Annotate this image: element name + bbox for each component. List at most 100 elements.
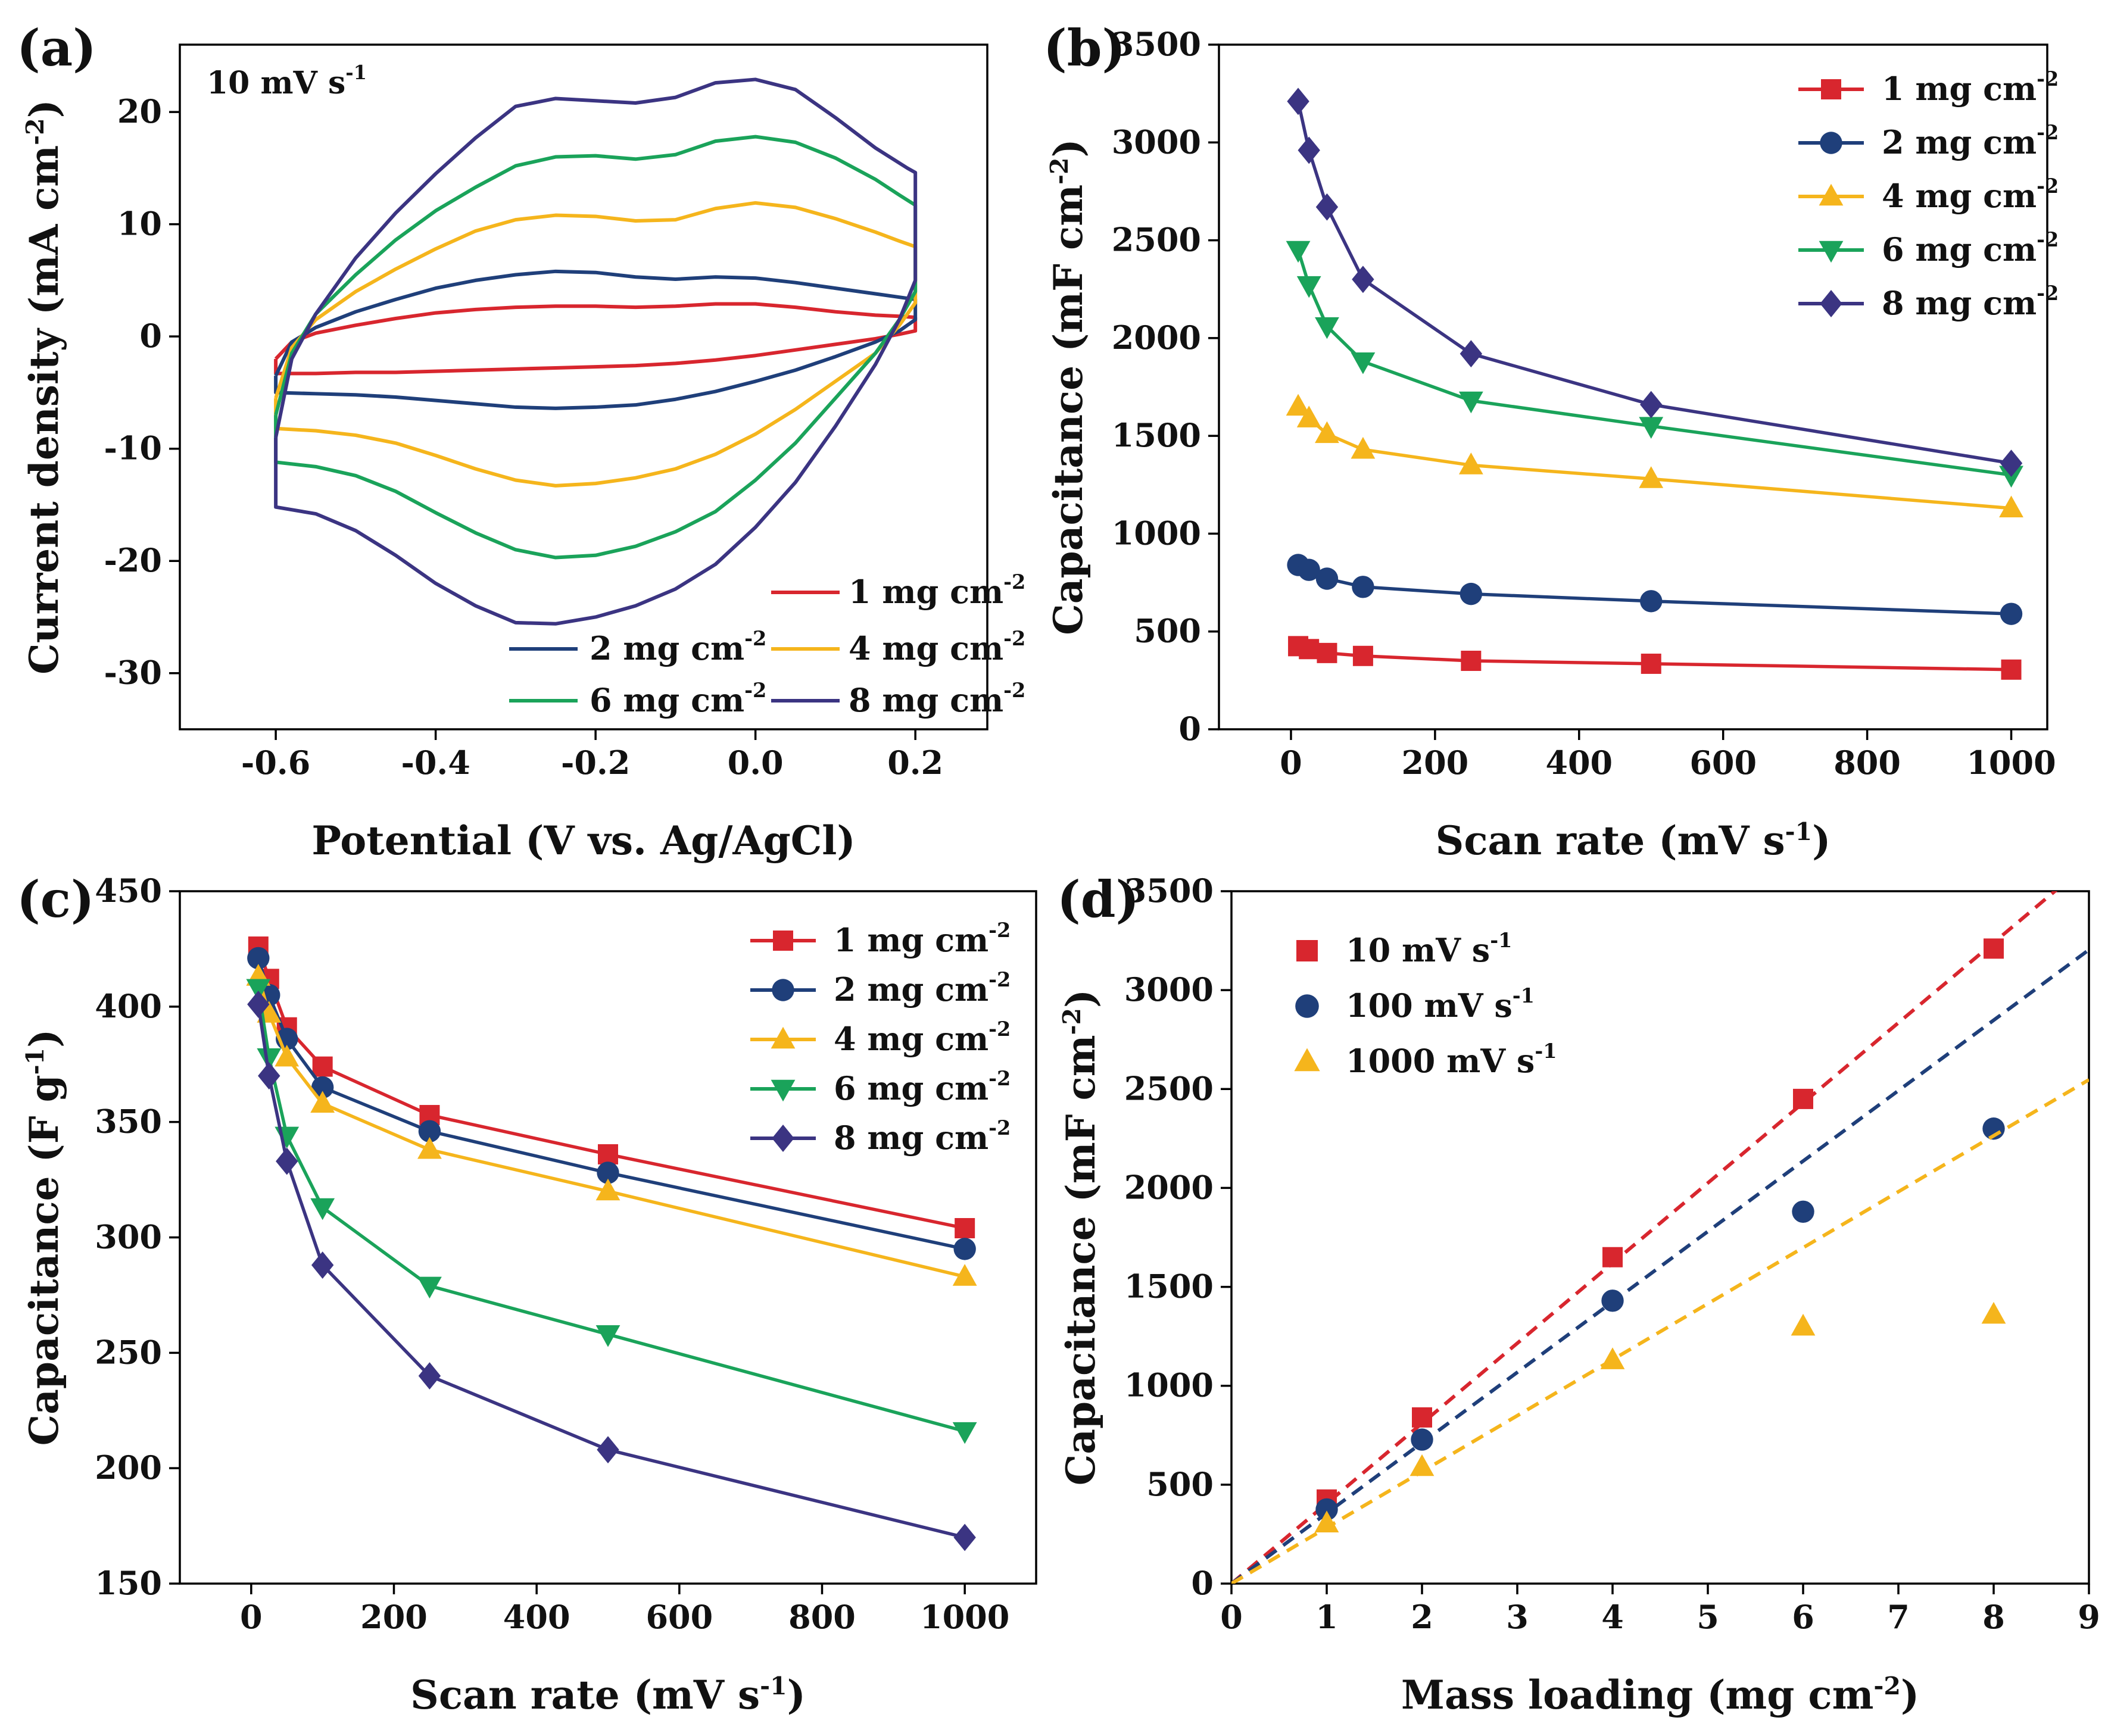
- y-tick-label: 300: [95, 1218, 162, 1256]
- legend-label: 2 mg cm-2: [1882, 121, 2059, 161]
- legend-marker: [771, 1079, 796, 1102]
- label-text: 10 mV s: [207, 65, 345, 101]
- label-text: 1 mg cm: [834, 921, 988, 959]
- data-point: [258, 1062, 280, 1090]
- data-point: [1298, 558, 1320, 581]
- data-point: [1315, 421, 1339, 444]
- legend-label: 1 mg cm-2: [1882, 67, 2059, 108]
- label-superscript: -2: [988, 919, 1011, 942]
- data-point: [1641, 653, 1661, 674]
- y-tick-label: 1000: [1112, 514, 1201, 552]
- x-tick-label: 1: [1315, 1598, 1338, 1636]
- panel-label: (c): [17, 870, 95, 929]
- x-tick-label: 1000: [1966, 744, 2056, 782]
- panel-d-mass-loading: (d) 0 1 2 3 4 5 6 7 8 9 0 500 1000 1500 2000 2500 3000 350…: [1057, 870, 2100, 1718]
- label-text: 2 mg cm: [834, 970, 988, 1008]
- data-point: [247, 947, 270, 970]
- panel-label: (d): [1057, 870, 1139, 929]
- y-tick-label: 200: [95, 1448, 162, 1487]
- y-tick-label: 2500: [1124, 1069, 1214, 1107]
- data-point: [952, 1264, 977, 1286]
- legend-marker: [773, 931, 793, 951]
- label-superscript: -2: [2037, 174, 2059, 198]
- data-point: [1352, 645, 1373, 666]
- data-point: [953, 1238, 976, 1260]
- label-tail: ): [1901, 1672, 1919, 1718]
- data-point: [1315, 1498, 1338, 1521]
- data-point: [418, 1362, 441, 1390]
- legend-label: 8 mg cm-2: [849, 679, 1025, 719]
- legend-marker: [772, 1125, 794, 1152]
- label-superscript: -1: [345, 61, 367, 84]
- legend: 1 mg cm-22 mg cm-24 mg cm-26 mg cm-28 mg…: [750, 919, 1011, 1157]
- plot-area: [274, 77, 918, 626]
- label-text: 2 mg cm: [590, 629, 744, 667]
- data-point: [1299, 639, 1320, 660]
- legend-marker: [771, 1026, 796, 1049]
- data-point: [2000, 449, 2023, 477]
- y-tick-label: 0: [1191, 1564, 1214, 1602]
- legend-label: 100 mV s-1: [1346, 984, 1535, 1025]
- data-point: [1298, 136, 1320, 164]
- legend-label: 1 mg cm-2: [834, 919, 1011, 959]
- label-text: 1 mg cm: [1882, 70, 2037, 108]
- label-superscript: -2: [1003, 570, 1025, 594]
- data-point: [1315, 193, 1339, 221]
- plot-frame: [1230, 890, 2090, 1585]
- data-point: [2001, 659, 2022, 680]
- data-point: [1412, 1407, 1432, 1428]
- label-superscript: -2: [2037, 67, 2059, 90]
- data-point: [1458, 452, 1483, 474]
- y-tick-label: 10: [117, 205, 162, 243]
- y-tick-label: -20: [104, 541, 162, 579]
- data-point: [595, 1178, 620, 1201]
- y-axis-title: Capacitance (F g-1): [21, 1029, 67, 1446]
- data-point: [1601, 1289, 1624, 1312]
- panel-a-cv-curves: (a) -0.6 -0.4 -0.2 0.0 0.2 -30 -20 -10 0 10 20 Poten…: [17, 18, 1025, 864]
- data-point: [1315, 567, 1339, 590]
- label-text: 4 mg cm: [834, 1020, 988, 1058]
- fit-line: [1231, 948, 2089, 1584]
- data-point: [417, 1136, 442, 1159]
- data-point: [597, 1162, 619, 1184]
- data-point: [311, 1076, 334, 1099]
- data-point: [952, 1422, 977, 1444]
- y-axis-title: Current density (mA cm-2): [21, 99, 67, 675]
- y-tick-label: 500: [1146, 1465, 1214, 1503]
- legend-label: 2 mg cm-2: [590, 627, 766, 667]
- x-axis-title: Potential (V vs. Ag/AgCl): [311, 817, 855, 864]
- label-text: 8 mg cm: [1882, 284, 2037, 322]
- x-tick-label: 4: [1601, 1598, 1624, 1636]
- data-point: [1792, 1200, 1814, 1223]
- x-tick-label: 0: [1220, 1598, 1243, 1636]
- data-point: [1460, 582, 1483, 605]
- y-tick-label: 3500: [1124, 872, 1214, 910]
- legend-marker: [1819, 183, 1844, 206]
- plot-area: [1286, 88, 2023, 680]
- label-text: 2 mg cm: [1882, 123, 2037, 161]
- label-superscript: -2: [1003, 679, 1025, 702]
- data-point: [1286, 394, 1311, 416]
- y-tick-label: 400: [95, 987, 162, 1025]
- data-point: [1600, 1347, 1625, 1369]
- legend-label: 4 mg cm-2: [849, 627, 1025, 667]
- label-text: 8 mg cm: [834, 1119, 988, 1157]
- legend-label: 8 mg cm-2: [834, 1116, 1011, 1157]
- label-text: 4 mg cm: [849, 629, 1003, 667]
- data-point: [1314, 1510, 1339, 1532]
- x-tick-label: -0.2: [561, 744, 630, 782]
- data-point: [1640, 391, 1663, 419]
- data-point: [1458, 391, 1483, 414]
- data-point: [247, 991, 270, 1018]
- data-point: [1352, 266, 1374, 294]
- scan-rate-annotation: 10 mV s-1: [207, 61, 367, 101]
- series-line: [274, 77, 918, 626]
- data-point: [1984, 938, 2004, 959]
- data-point: [310, 1198, 335, 1220]
- legend-marker: [1820, 132, 1842, 154]
- x-tick-label: 0: [1280, 744, 1302, 782]
- data-point: [1351, 436, 1376, 459]
- data-point: [1981, 1301, 2006, 1324]
